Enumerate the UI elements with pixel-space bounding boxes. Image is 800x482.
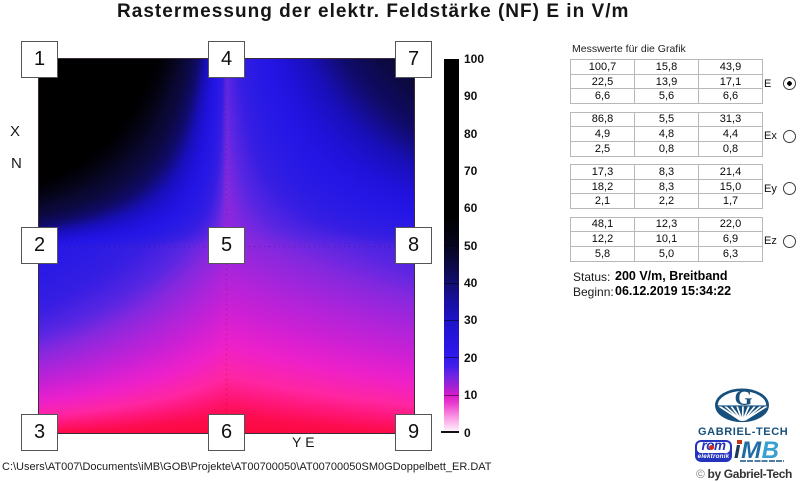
svg-text:G: G <box>735 386 753 410</box>
